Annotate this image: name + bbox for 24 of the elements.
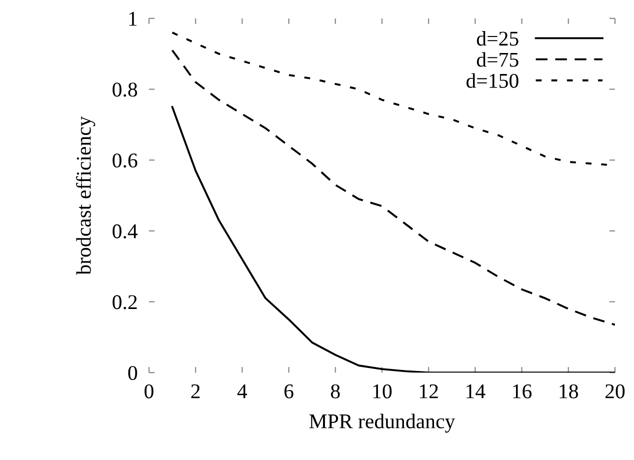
x-tick-label: 0: [144, 384, 154, 398]
y-tick-label: 0.8: [112, 82, 138, 97]
x-tick-label: 14: [466, 384, 486, 398]
legend-label: d=75: [476, 52, 518, 67]
x-tick-label: 2: [191, 384, 200, 398]
y-tick-label: 0.6: [112, 153, 138, 168]
x-tick-label: 20: [605, 384, 625, 398]
x-axis-title: MPR redundancy: [309, 414, 456, 433]
x-tick-label: 10: [373, 384, 392, 398]
x-tick-label: 6: [284, 384, 294, 398]
x-tick-label: 16: [513, 384, 532, 398]
line-series: [171, 49, 615, 326]
x-tick-label: 4: [237, 384, 248, 398]
y-tick-label: 0.4: [112, 224, 138, 238]
x-tick-label: 12: [420, 384, 438, 398]
y-tick-label: 0: [128, 366, 138, 380]
legend-label: d=150: [466, 73, 518, 88]
y-tick-label: 0.2: [112, 295, 137, 310]
legend-label: d=25: [476, 31, 518, 46]
x-tick-label: 18: [560, 384, 578, 398]
x-tick-label: 8: [330, 384, 340, 398]
line-series: [171, 106, 615, 373]
y-tick-label: 1: [129, 12, 137, 26]
y-axis-title: brodcast efficiency: [76, 116, 96, 275]
